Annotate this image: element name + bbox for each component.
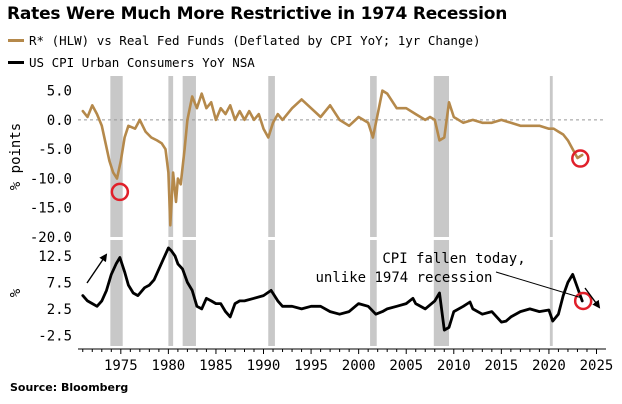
annotation-pointer-line xyxy=(495,271,582,299)
top-y-axis-label: % points xyxy=(8,123,24,190)
x-tick-label: 2010 xyxy=(437,358,471,374)
chart-title: Rates Were Much More Restrictive in 1974… xyxy=(7,4,508,24)
bottom-recession-band xyxy=(549,240,553,346)
cpi-falling-arrow xyxy=(584,287,601,309)
legend-swatch-cpi xyxy=(8,61,24,64)
bottom-recession-band xyxy=(168,240,174,346)
bottom-recession-band xyxy=(433,240,450,346)
bottom-panel: 12.5 7.5 2.5 -2.5% xyxy=(8,240,593,346)
bottom-y-tick-label: 7.5 xyxy=(47,275,72,291)
annotation-line-1: CPI fallen today, xyxy=(382,251,525,267)
top-y-tick-label: 0.0 xyxy=(47,113,72,129)
bottom-y-axis-label: % xyxy=(8,288,24,297)
bottom-highlight-circle xyxy=(573,291,593,311)
legend-entry-cpi: US CPI Urban Consumers YoY NSA xyxy=(8,55,255,70)
legend-entry-rstar: R* (HLW) vs Real Fed Funds (Deflated by … xyxy=(8,33,481,48)
top-series-line xyxy=(81,89,584,227)
top-highlight-circle xyxy=(571,149,590,168)
source-note: Source: Bloomberg xyxy=(10,381,129,394)
bottom-y-tick-label: 2.5 xyxy=(47,302,72,318)
x-tick-label: 1975 xyxy=(104,358,138,374)
legend-label-cpi: US CPI Urban Consumers YoY NSA xyxy=(29,55,255,70)
bottom-recession-band xyxy=(110,240,123,346)
legend-label-rstar: R* (HLW) vs Real Fed Funds (Deflated by … xyxy=(29,33,481,48)
bottom-series-line xyxy=(81,246,584,332)
bottom-y-tick-label: -2.5 xyxy=(38,328,72,344)
bottom-recession-band xyxy=(182,240,196,346)
annotation-line-2: unlike 1974 recession xyxy=(315,270,492,286)
x-tick-label: 1985 xyxy=(199,358,233,374)
bottom-recession-band xyxy=(370,240,377,346)
top-y-tick-label: -20.0 xyxy=(30,230,72,246)
top-y-tick-label: -15.0 xyxy=(30,201,72,217)
top-recession-band xyxy=(268,76,275,237)
top-recession-band xyxy=(168,76,174,237)
cpi-rising-arrow xyxy=(86,253,108,284)
x-tick-label: 2020 xyxy=(532,358,566,374)
top-panel: 5.0 0.0 -5.0 -10.0 -15.0 -20.0 % points xyxy=(8,76,606,246)
top-y-tick-label: 5.0 xyxy=(47,84,72,100)
x-tick-label: 2025 xyxy=(580,358,614,374)
top-recession-band xyxy=(549,76,553,237)
x-tick-label: 1980 xyxy=(152,358,186,374)
bottom-y-tick-label: 12.5 xyxy=(38,249,72,265)
top-recession-band xyxy=(182,76,196,237)
top-recession-band xyxy=(370,76,377,237)
top-y-tick-label: -10.0 xyxy=(30,171,72,187)
x-tick-label: 2015 xyxy=(484,358,518,374)
x-tick-label: 1995 xyxy=(294,358,328,374)
x-tick-label: 1990 xyxy=(247,358,281,374)
legend-swatch-rstar xyxy=(8,39,24,42)
top-highlight-circle xyxy=(110,182,130,202)
top-recession-band xyxy=(433,76,450,237)
x-tick-label: 2000 xyxy=(342,358,376,374)
x-tick-label: 2005 xyxy=(389,358,423,374)
top-y-tick-label: -5.0 xyxy=(38,142,72,158)
